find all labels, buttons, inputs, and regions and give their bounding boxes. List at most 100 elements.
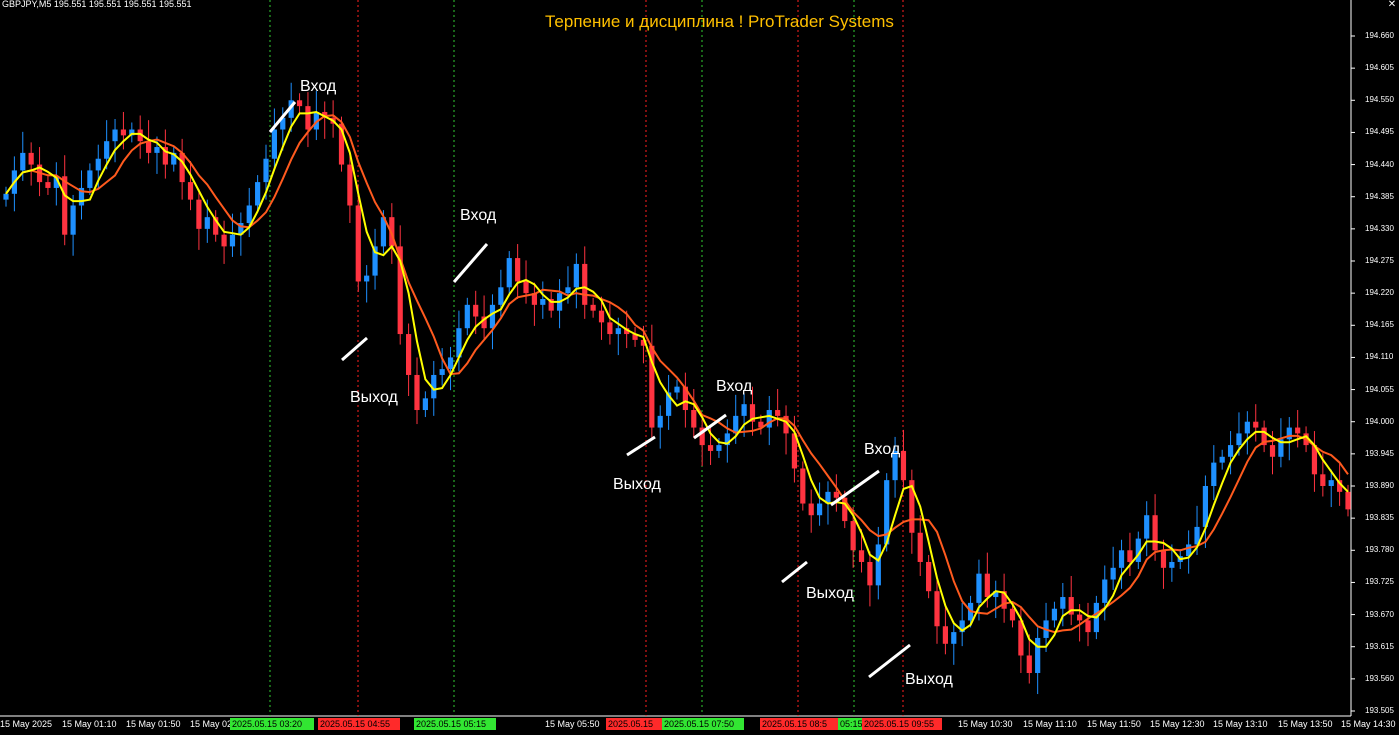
candle[interactable] bbox=[62, 176, 68, 235]
candle[interactable] bbox=[414, 374, 420, 411]
candle[interactable] bbox=[959, 620, 965, 633]
candle[interactable] bbox=[691, 410, 697, 428]
candle[interactable] bbox=[850, 521, 856, 551]
candle[interactable] bbox=[1320, 474, 1326, 486]
candle[interactable] bbox=[456, 328, 462, 358]
candle[interactable] bbox=[431, 374, 437, 399]
candle[interactable] bbox=[347, 164, 353, 206]
candle[interactable] bbox=[271, 129, 278, 159]
candle[interactable] bbox=[1144, 515, 1150, 539]
candle[interactable] bbox=[422, 398, 428, 411]
price-axis[interactable]: 194.660 194.605 194.550 194.495 194.440 194.3… bbox=[1351, 0, 1399, 716]
candle[interactable] bbox=[515, 258, 521, 282]
candle[interactable] bbox=[758, 421, 764, 428]
candle[interactable] bbox=[1135, 538, 1141, 562]
candle[interactable] bbox=[187, 182, 194, 200]
candle[interactable] bbox=[825, 491, 831, 504]
candle[interactable] bbox=[1026, 655, 1032, 674]
candle[interactable] bbox=[95, 158, 101, 171]
candle[interactable] bbox=[70, 205, 76, 235]
candle[interactable] bbox=[766, 410, 772, 428]
candle[interactable] bbox=[808, 503, 814, 516]
candle[interactable] bbox=[280, 117, 286, 130]
candle[interactable] bbox=[129, 129, 135, 136]
candle[interactable] bbox=[473, 304, 479, 317]
candle[interactable] bbox=[53, 176, 59, 188]
candle[interactable] bbox=[255, 182, 261, 206]
candle[interactable] bbox=[322, 111, 328, 118]
candle[interactable] bbox=[263, 158, 269, 183]
candle[interactable] bbox=[800, 468, 806, 504]
candle[interactable] bbox=[1001, 591, 1007, 609]
candle[interactable] bbox=[196, 199, 202, 229]
candle[interactable] bbox=[775, 410, 781, 416]
time-axis[interactable]: 15 May 2025 15 May 01:10 15 May 01:50 15 Ma… bbox=[0, 716, 1396, 735]
candle[interactable] bbox=[833, 491, 839, 498]
candle[interactable] bbox=[615, 328, 621, 335]
candle[interactable] bbox=[699, 427, 705, 446]
candle[interactable] bbox=[1286, 427, 1292, 440]
candle[interactable] bbox=[573, 263, 579, 288]
candle[interactable] bbox=[674, 386, 680, 393]
candle[interactable] bbox=[213, 217, 219, 235]
candle[interactable] bbox=[624, 328, 630, 335]
candle[interactable] bbox=[145, 141, 152, 153]
candle[interactable] bbox=[531, 293, 538, 305]
candle[interactable] bbox=[3, 193, 9, 200]
close-icon[interactable]: ✕ bbox=[1387, 0, 1397, 10]
candle[interactable] bbox=[724, 433, 730, 446]
candle[interactable] bbox=[221, 234, 227, 247]
candle[interactable] bbox=[372, 246, 378, 276]
candle[interactable] bbox=[842, 497, 848, 522]
candle[interactable] bbox=[716, 445, 722, 451]
candle[interactable] bbox=[892, 450, 898, 481]
candle[interactable] bbox=[1261, 427, 1267, 446]
candle[interactable] bbox=[204, 217, 210, 229]
candle[interactable] bbox=[934, 591, 940, 627]
candle[interactable] bbox=[405, 334, 412, 375]
candle[interactable] bbox=[783, 415, 789, 434]
candle[interactable] bbox=[707, 445, 714, 451]
candle[interactable] bbox=[498, 287, 504, 305]
candle[interactable] bbox=[439, 369, 445, 375]
candle[interactable] bbox=[1211, 462, 1217, 486]
candle[interactable] bbox=[917, 532, 923, 562]
candle[interactable] bbox=[288, 100, 294, 118]
candle[interactable] bbox=[229, 234, 236, 247]
candle[interactable] bbox=[909, 480, 915, 533]
candle[interactable] bbox=[1118, 550, 1125, 568]
candle[interactable] bbox=[1051, 608, 1058, 621]
candle[interactable] bbox=[666, 392, 672, 416]
candle[interactable] bbox=[942, 626, 949, 644]
candle[interactable] bbox=[305, 106, 311, 130]
candle[interactable] bbox=[1085, 620, 1091, 633]
candle[interactable] bbox=[858, 550, 865, 562]
candle[interactable] bbox=[548, 298, 554, 311]
candle[interactable] bbox=[640, 339, 647, 346]
candle[interactable] bbox=[1337, 480, 1343, 492]
candle[interactable] bbox=[112, 129, 118, 142]
candle[interactable] bbox=[355, 205, 361, 282]
candle[interactable] bbox=[649, 345, 655, 428]
candle[interactable] bbox=[1102, 579, 1108, 603]
candle[interactable] bbox=[590, 304, 596, 311]
candle[interactable] bbox=[20, 152, 26, 171]
candle[interactable] bbox=[993, 591, 999, 598]
candle[interactable] bbox=[582, 263, 588, 305]
candle[interactable] bbox=[506, 258, 512, 288]
candle[interactable] bbox=[338, 123, 345, 165]
candle[interactable] bbox=[296, 100, 303, 107]
candle[interactable] bbox=[1169, 561, 1175, 568]
candle[interactable] bbox=[45, 182, 51, 188]
candle[interactable] bbox=[313, 111, 319, 130]
candle[interactable] bbox=[120, 129, 127, 136]
candle[interactable] bbox=[1345, 491, 1351, 510]
candle[interactable] bbox=[104, 141, 110, 159]
candle[interactable] bbox=[179, 152, 185, 183]
candle[interactable] bbox=[540, 298, 546, 305]
candle[interactable] bbox=[598, 310, 605, 323]
candle[interactable] bbox=[1295, 427, 1301, 434]
candle[interactable] bbox=[1244, 421, 1250, 434]
candle[interactable] bbox=[741, 404, 747, 416]
